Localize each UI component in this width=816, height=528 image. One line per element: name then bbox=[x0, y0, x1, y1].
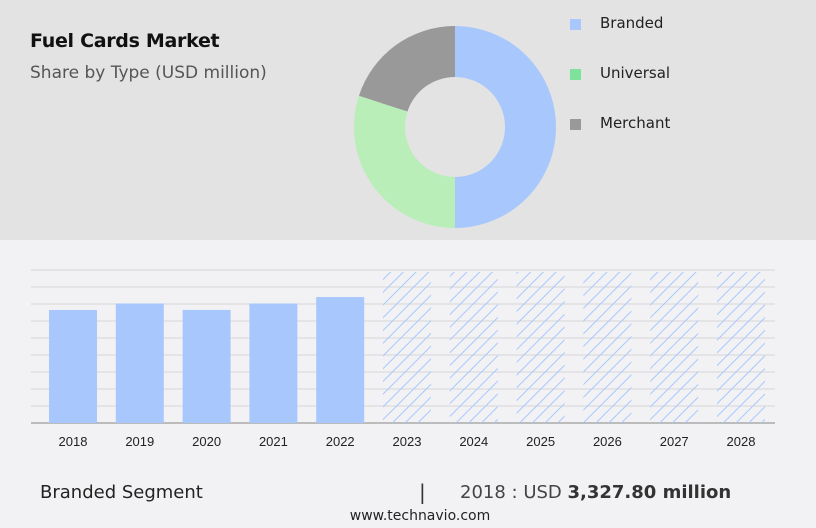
forecast-bar-2024 bbox=[449, 272, 498, 423]
segment-value: 2018 : USD 3,327.80 million bbox=[460, 482, 731, 503]
top-panel: Fuel Cards Market Share by Type (USD mil… bbox=[0, 0, 816, 240]
legend-label: Branded bbox=[600, 14, 664, 32]
legend-label: Merchant bbox=[600, 114, 671, 132]
bar-2021 bbox=[249, 303, 298, 423]
forecast-bar-2028 bbox=[717, 272, 765, 423]
donut-slice-branded bbox=[455, 26, 556, 228]
source-url: www.technavio.com bbox=[349, 508, 491, 524]
segment-value-prefix: 2018 : USD bbox=[460, 482, 568, 503]
legend-label: Universal bbox=[600, 64, 671, 82]
forecast-bar-2027 bbox=[650, 272, 699, 423]
bar-2022 bbox=[316, 297, 365, 423]
x-tick-label: 2022 bbox=[326, 434, 355, 449]
chart-subtitle: Share by Type (USD million) bbox=[30, 63, 267, 83]
chart-title: Fuel Cards Market bbox=[30, 30, 220, 52]
legend-swatch-icon bbox=[570, 69, 581, 80]
x-tick-label: 2020 bbox=[192, 434, 221, 449]
forecast-bar-2026 bbox=[583, 272, 632, 423]
x-axis-labels: 2018 2019 2020 2021 2022 2023 2024 2025 2026 2027… bbox=[59, 434, 756, 449]
x-tick-label: 2019 bbox=[125, 434, 154, 449]
bar-2020 bbox=[182, 309, 231, 423]
x-tick-label: 2028 bbox=[727, 434, 756, 449]
forecast-bar-2023 bbox=[383, 272, 431, 423]
donut-chart bbox=[354, 26, 556, 229]
segment-label: Branded Segment bbox=[40, 482, 203, 503]
bar-2019 bbox=[115, 303, 164, 423]
x-tick-label: 2025 bbox=[526, 434, 555, 449]
x-tick-label: 2018 bbox=[59, 434, 88, 449]
legend-item-universal: Universal bbox=[570, 64, 770, 84]
legend-item-branded: Branded bbox=[570, 14, 770, 34]
forecast-bar-2025 bbox=[516, 272, 565, 423]
legend-swatch-icon bbox=[570, 119, 581, 130]
donut-slice-merchant bbox=[358, 26, 455, 112]
x-tick-label: 2024 bbox=[459, 434, 488, 449]
donut-slice-universal bbox=[354, 95, 455, 229]
x-tick-label: 2021 bbox=[259, 434, 288, 449]
x-tick-label: 2027 bbox=[660, 434, 689, 449]
legend-item-merchant: Merchant bbox=[570, 114, 770, 134]
bar-2018 bbox=[49, 310, 97, 423]
footer-divider: | bbox=[419, 480, 426, 504]
legend-swatch-icon bbox=[570, 19, 581, 30]
bars bbox=[49, 272, 765, 423]
x-tick-label: 2023 bbox=[393, 434, 422, 449]
segment-value-amount: 3,327.80 million bbox=[567, 482, 732, 503]
x-tick-label: 2026 bbox=[593, 434, 622, 449]
